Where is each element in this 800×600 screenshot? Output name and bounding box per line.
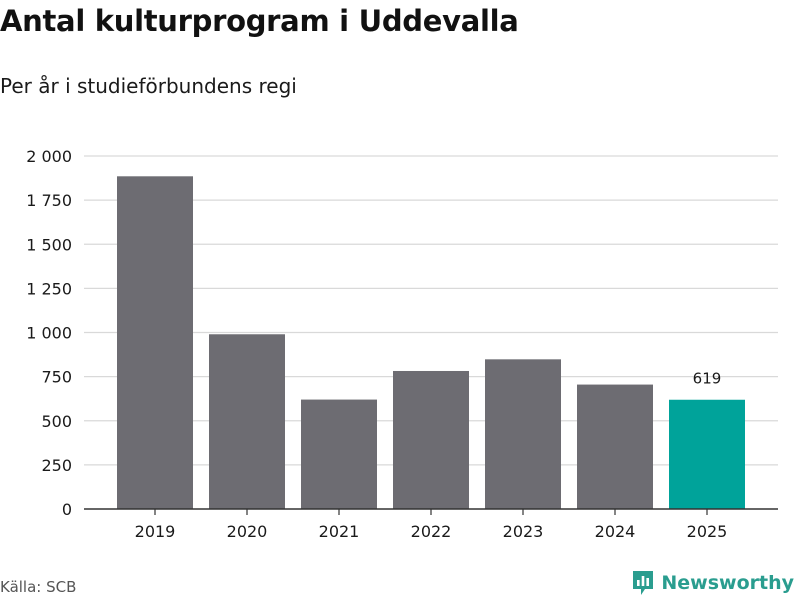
x-tick-label: 2021	[319, 522, 360, 541]
chart-title: Antal kulturprogram i Uddevalla	[0, 4, 519, 38]
brand-name: Newsworthy	[661, 572, 794, 594]
x-tick-label: 2025	[687, 522, 728, 541]
bar-2023	[485, 359, 561, 509]
chart-subtitle: Per år i studieförbundens regi	[0, 74, 297, 98]
newsworthy-logo-icon	[633, 571, 654, 595]
y-tick-label: 1 750	[26, 191, 72, 210]
y-tick-label: 0	[62, 500, 72, 519]
y-tick-label: 1 500	[26, 235, 72, 254]
brand-logo: Newsworthy	[631, 569, 794, 597]
x-tick-label: 2024	[595, 522, 636, 541]
y-tick-label: 250	[41, 456, 72, 475]
y-tick-label: 500	[41, 412, 72, 431]
x-tick-label: 2019	[135, 522, 176, 541]
data-label: 619	[693, 370, 722, 388]
y-tick-label: 750	[41, 368, 72, 387]
bar-2024	[577, 384, 653, 509]
bar-2022	[393, 370, 469, 509]
y-tick-label: 1 250	[26, 279, 72, 298]
source-note: Källa: SCB	[0, 578, 77, 596]
y-tick-label: 1 000	[26, 324, 72, 343]
x-tick-label: 2022	[411, 522, 452, 541]
x-tick-label: 2020	[227, 522, 268, 541]
bar-2025	[669, 399, 745, 509]
bar-2020	[209, 334, 285, 509]
bar-2021	[301, 399, 377, 509]
x-tick-label: 2023	[503, 522, 544, 541]
bar-2019	[117, 176, 193, 510]
y-tick-label: 2 000	[26, 147, 72, 166]
